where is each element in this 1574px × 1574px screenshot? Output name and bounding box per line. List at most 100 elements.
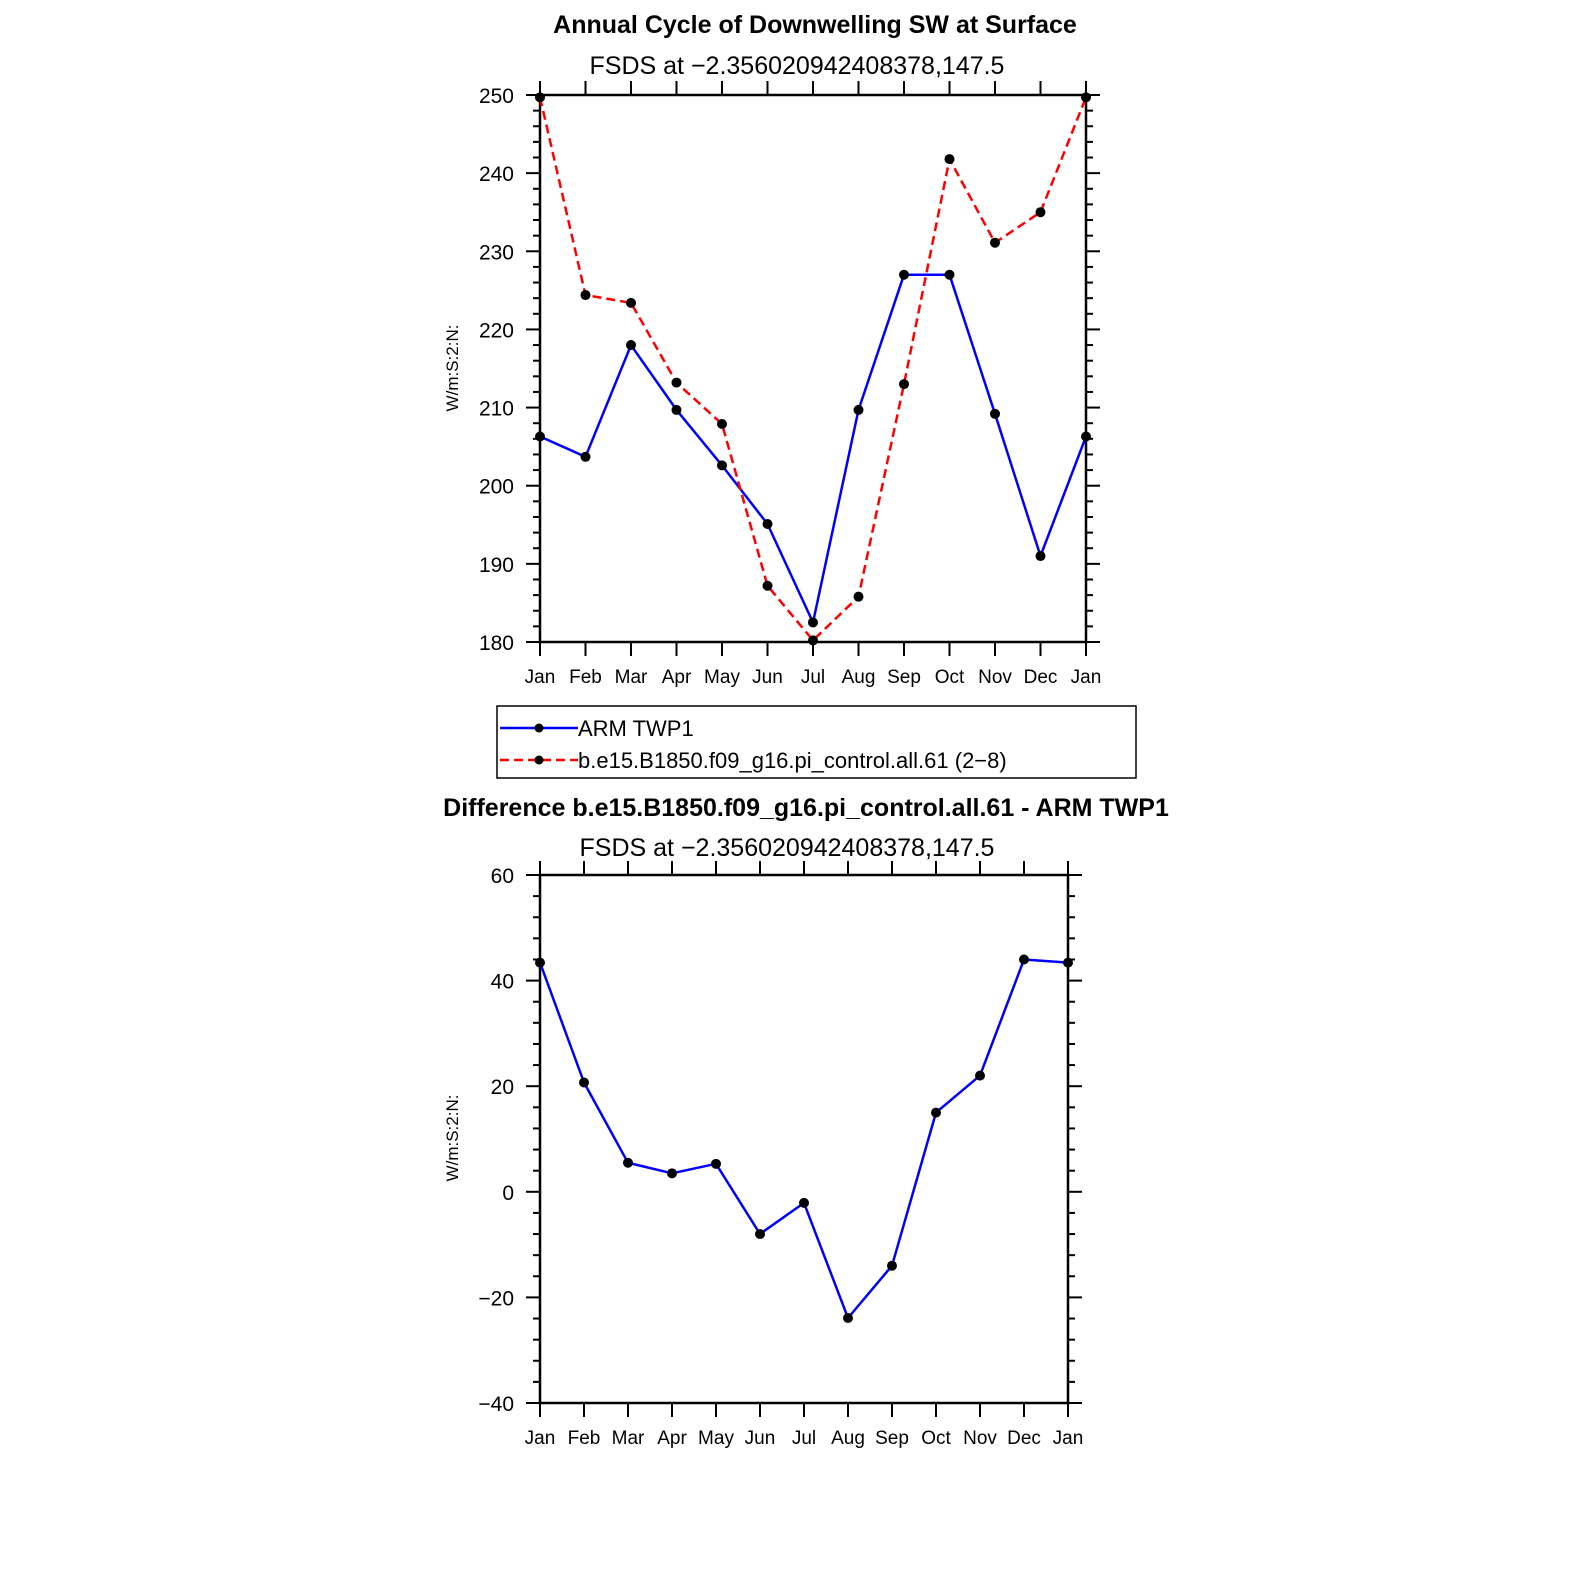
data-point-model (535, 92, 545, 103)
y-tick-label: 60 (491, 865, 514, 888)
y-axis-label: W/m:S:2:N: (443, 1095, 462, 1182)
x-tick-label: Oct (935, 667, 965, 688)
legend-marker-arm-twp1 (534, 723, 544, 733)
chart-annual-cycle: Annual Cycle of Downwelling SW at Surfac… (443, 11, 1101, 688)
x-tick-label: Aug (842, 667, 876, 688)
data-point-model (671, 377, 682, 388)
y-tick-label: 200 (479, 476, 514, 499)
legend-label-arm-twp1: ARM TWP1 (578, 716, 694, 741)
data-point-difference (755, 1229, 765, 1240)
data-point-difference (1063, 957, 1073, 968)
x-tick-label: Oct (921, 1428, 951, 1449)
data-point-arm-twp1 (899, 269, 909, 280)
data-point-model (580, 290, 591, 301)
data-point-model (1035, 207, 1046, 218)
x-tick-label: Jan (525, 1428, 556, 1449)
y-tick-label: 180 (479, 632, 514, 655)
data-point-difference (843, 1312, 853, 1323)
data-point-arm-twp1 (717, 460, 727, 471)
data-point-model (626, 297, 636, 308)
chart-difference: Difference b.e15.B1850.f09_g16.pi_contro… (443, 794, 1169, 1449)
data-point-model (899, 379, 909, 390)
data-point-difference (711, 1158, 721, 1169)
y-tick-label: 250 (479, 85, 514, 108)
x-tick-label: Jan (1053, 1428, 1084, 1449)
data-point-difference (1019, 954, 1029, 965)
chart-subtitle: FSDS at −2.356020942408378,147.5 (580, 834, 995, 862)
x-tick-label: Jul (801, 667, 825, 688)
x-tick-label: Feb (568, 1428, 601, 1449)
data-point-difference (535, 957, 545, 968)
data-point-difference (667, 1168, 677, 1179)
chart-title: Annual Cycle of Downwelling SW at Surfac… (553, 11, 1077, 39)
data-point-model (853, 591, 864, 602)
data-point-arm-twp1 (535, 431, 545, 442)
data-point-model (1081, 92, 1091, 103)
data-point-arm-twp1 (1035, 551, 1046, 562)
plot-frame (538, 873, 1070, 1405)
y-tick-label: 210 (479, 398, 514, 421)
x-tick-label: Apr (662, 667, 692, 688)
y-axis-label: W/m:S:2:N: (443, 325, 462, 412)
x-tick-label: May (704, 667, 740, 688)
y-tick-label: 40 (491, 971, 514, 994)
data-point-arm-twp1 (580, 451, 591, 462)
x-tick-label: Jan (525, 667, 556, 688)
x-tick-label: Jun (745, 1428, 776, 1449)
series-line-arm-twp1 (539, 273, 1088, 624)
x-tick-label: Sep (887, 667, 921, 688)
data-point-arm-twp1 (671, 404, 682, 415)
y-tick-label: 230 (479, 241, 514, 264)
x-tick-label: Nov (963, 1428, 997, 1449)
data-point-model (944, 154, 955, 165)
y-tick-label: −20 (478, 1287, 514, 1310)
axis-ticks: 180 190 200 210 220 230 240 250 Jan Feb Mar Apr May J… (479, 81, 1101, 688)
x-tick-label: Jan (1071, 667, 1102, 688)
data-point-arm-twp1 (808, 617, 818, 628)
y-tick-label: 220 (479, 319, 514, 342)
data-point-difference (931, 1107, 941, 1118)
data-point-difference (799, 1197, 809, 1208)
chart-subtitle: FSDS at −2.356020942408378,147.5 (590, 52, 1005, 80)
series-line-difference (538, 958, 1069, 1320)
legend-marker-model (534, 755, 544, 765)
series-layer (535, 92, 1091, 646)
x-tick-label: Feb (569, 667, 602, 688)
data-point-arm-twp1 (990, 408, 1000, 419)
y-tick-label: 0 (502, 1182, 514, 1205)
legend-box (496, 705, 1137, 779)
x-tick-label: Jul (792, 1428, 816, 1449)
data-point-difference (579, 1077, 589, 1088)
legend-label-model: b.e15.B1850.f09_g16.pi_control.all.61 (2… (578, 748, 1007, 773)
data-point-arm-twp1 (626, 340, 636, 351)
y-tick-label: 240 (479, 163, 514, 186)
x-tick-label: Sep (875, 1428, 909, 1449)
x-tick-label: Nov (978, 667, 1012, 688)
x-tick-label: Mar (615, 667, 648, 688)
data-point-model (808, 635, 818, 646)
y-tick-label: 20 (491, 1076, 514, 1099)
axis-ticks: −40 −20 0 20 40 60 Jan Feb Mar Apr May Jun Jul Aug Sep… (478, 861, 1083, 1449)
y-tick-label: −40 (478, 1393, 514, 1416)
data-point-model (990, 237, 1000, 248)
data-point-arm-twp1 (762, 519, 773, 530)
x-tick-label: May (698, 1428, 734, 1449)
chart-title: Difference b.e15.B1850.f09_g16.pi_contro… (443, 794, 1169, 822)
data-point-arm-twp1 (944, 269, 955, 280)
data-point-difference (975, 1070, 985, 1081)
data-point-model (762, 580, 773, 591)
series-layer (535, 954, 1073, 1323)
legend: ARM TWP1 b.e15.B1850.f09_g16.pi_control.… (496, 705, 1137, 779)
x-tick-label: Apr (657, 1428, 687, 1449)
x-tick-label: Mar (612, 1428, 645, 1449)
data-point-arm-twp1 (1081, 431, 1091, 442)
data-point-model (717, 418, 727, 429)
data-point-difference (887, 1260, 897, 1271)
x-tick-label: Jun (752, 667, 783, 688)
x-tick-label: Dec (1007, 1428, 1041, 1449)
data-point-difference (623, 1157, 633, 1168)
x-tick-label: Dec (1024, 667, 1058, 688)
data-point-arm-twp1 (853, 404, 864, 415)
x-tick-label: Aug (831, 1428, 865, 1449)
